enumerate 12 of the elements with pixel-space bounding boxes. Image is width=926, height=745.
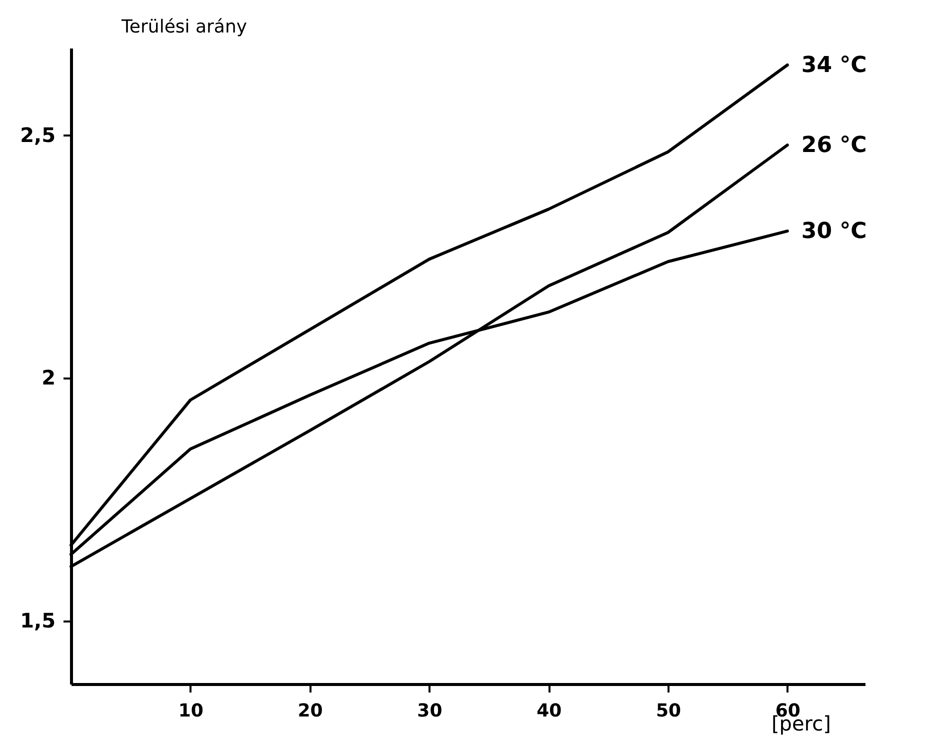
x-tick-label: 50 [656,700,682,722]
y-tick-label: 1,5 [20,608,56,632]
series-label: 34 °C [801,52,867,78]
x-tick-label: 20 [298,700,323,722]
y-axis-title: Terülési arány [120,16,248,38]
x-tick-label: 30 [417,700,442,722]
x-tick-label: 10 [178,700,204,722]
y-tick-label: 2 [42,366,56,390]
y-tick-label: 2,5 [20,122,56,147]
series-label: 30 °C [801,219,867,244]
series-label: 26 °C [801,133,867,158]
x-tick-label: 40 [536,700,562,722]
